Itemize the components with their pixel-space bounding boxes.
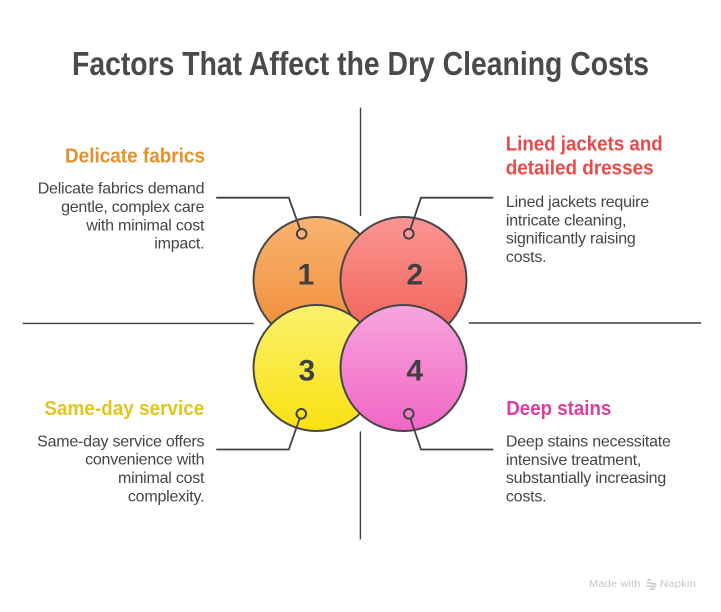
svg-text:detailed dresses: detailed dresses [506, 158, 654, 180]
svg-text:intensive treatment,: intensive treatment, [506, 452, 641, 469]
svg-text:Deep stains necessitate: Deep stains necessitate [506, 434, 671, 451]
svg-text:Made with: Made with [589, 579, 641, 590]
svg-text:4: 4 [407, 355, 424, 388]
svg-text:substantially increasing: substantially increasing [506, 470, 666, 487]
svg-text:complexity.: complexity. [128, 488, 204, 505]
svg-text:significantly raising: significantly raising [506, 231, 636, 248]
svg-text:gentle, complex care: gentle, complex care [61, 199, 205, 216]
svg-text:Lined jackets and: Lined jackets and [506, 134, 663, 156]
svg-text:costs.: costs. [506, 489, 546, 506]
svg-text:Same-day service offers: Same-day service offers [37, 433, 204, 450]
svg-text:costs.: costs. [506, 249, 546, 266]
svg-text:with minimal cost: with minimal cost [85, 217, 205, 234]
svg-text:Napkin: Napkin [660, 579, 696, 590]
svg-text:3: 3 [299, 355, 316, 388]
svg-text:Lined jackets require: Lined jackets require [506, 194, 649, 211]
svg-text:impact.: impact. [154, 236, 204, 253]
svg-text:Delicate fabrics: Delicate fabrics [65, 145, 205, 167]
svg-text:Factors That Affect the Dry Cl: Factors That Affect the Dry Cleaning Cos… [72, 45, 649, 82]
svg-text:Same-day service: Same-day service [44, 398, 204, 420]
svg-text:intricate cleaning,: intricate cleaning, [506, 212, 626, 229]
svg-text:minimal cost: minimal cost [118, 470, 205, 487]
svg-text:2: 2 [407, 259, 424, 292]
svg-text:convenience with: convenience with [85, 452, 204, 469]
svg-text:Delicate fabrics demand: Delicate fabrics demand [38, 181, 205, 198]
svg-text:1: 1 [298, 259, 315, 292]
svg-text:Deep stains: Deep stains [506, 398, 611, 420]
